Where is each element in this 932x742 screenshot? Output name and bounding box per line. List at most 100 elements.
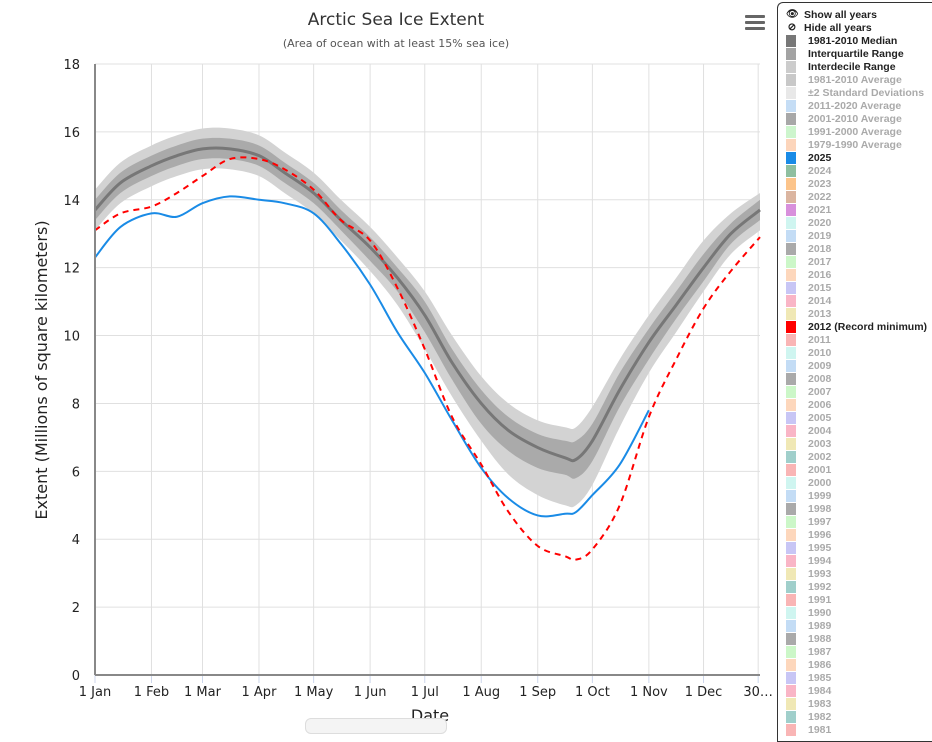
legend-item[interactable]: 1985 <box>778 671 932 684</box>
scroll-handle[interactable] <box>305 718 447 734</box>
legend-swatch <box>786 476 796 489</box>
legend-label: 2020 <box>808 216 832 229</box>
legend-item[interactable]: 1991 <box>778 593 932 606</box>
legend-item[interactable]: 2003 <box>778 437 932 450</box>
legend-item[interactable]: 1999 <box>778 489 932 502</box>
legend-label: Interquartile Range <box>808 47 904 60</box>
legend-label: 1985 <box>808 671 832 684</box>
legend-item[interactable]: 1995 <box>778 541 932 554</box>
legend-item[interactable]: 2021 <box>778 203 932 216</box>
x-tick-label: 1 Sep <box>519 685 556 700</box>
legend-label: 2011-2020 Average <box>808 99 902 112</box>
legend-item[interactable]: 1988 <box>778 632 932 645</box>
legend-swatch <box>786 229 796 242</box>
legend-item[interactable]: 1983 <box>778 697 932 710</box>
legend-label: 1999 <box>808 489 832 502</box>
legend-item[interactable]: 1984 <box>778 684 932 697</box>
legend-item[interactable]: 1986 <box>778 658 932 671</box>
legend-item[interactable]: 2018 <box>778 242 932 255</box>
legend-item[interactable]: 1987 <box>778 645 932 658</box>
legend-swatch <box>786 281 796 294</box>
hide-all-years-button[interactable]: ⊘ Hide all years <box>778 21 932 34</box>
legend-item[interactable]: Interquartile Range <box>778 47 932 60</box>
legend-item[interactable]: 2006 <box>778 398 932 411</box>
legend-label: 2019 <box>808 229 832 242</box>
legend-item[interactable]: Interdecile Range <box>778 60 932 73</box>
legend-item[interactable]: 2015 <box>778 281 932 294</box>
legend-item[interactable]: 1998 <box>778 502 932 515</box>
legend-swatch <box>786 619 796 632</box>
legend-item[interactable]: 2010 <box>778 346 932 359</box>
legend-item[interactable]: 1992 <box>778 580 932 593</box>
band-interquartile-range <box>95 137 760 479</box>
legend-label: 2010 <box>808 346 832 359</box>
x-tick-label: 30… <box>743 685 773 700</box>
legend-swatch <box>786 333 796 346</box>
show-all-years-button[interactable]: 👁 Show all years <box>778 8 932 21</box>
legend-swatch <box>786 268 796 281</box>
y-tick-label: 4 <box>72 533 80 548</box>
legend-item[interactable]: 1981 <box>778 723 932 736</box>
series-line-2012-record-minimum <box>94 156 761 561</box>
legend-swatch <box>786 424 796 437</box>
y-tick-label: 8 <box>72 397 80 412</box>
y-axis-label: Extent (Millions of square kilometers) <box>32 220 51 519</box>
legend-item[interactable]: 2019 <box>778 229 932 242</box>
legend-label: 1982 <box>808 710 832 723</box>
legend-item[interactable]: 2012 (Record minimum) <box>778 320 932 333</box>
legend-item[interactable]: 2024 <box>778 164 932 177</box>
y-tick-label: 16 <box>63 126 80 141</box>
legend-item[interactable]: 2017 <box>778 255 932 268</box>
legend-item[interactable]: 2005 <box>778 411 932 424</box>
legend-item[interactable]: 1979-1990 Average <box>778 138 932 151</box>
legend-item[interactable]: 1997 <box>778 515 932 528</box>
legend-swatch <box>786 307 796 320</box>
legend-item[interactable]: 1994 <box>778 554 932 567</box>
legend-label: 1996 <box>808 528 832 541</box>
series-line-2025 <box>94 195 650 518</box>
legend-item[interactable]: 2023 <box>778 177 932 190</box>
legend-swatch <box>786 255 796 268</box>
legend-item[interactable]: 2008 <box>778 372 932 385</box>
legend-item[interactable]: 1989 <box>778 619 932 632</box>
legend-item[interactable]: 1981-2010 Average <box>778 73 932 86</box>
legend-label: 1989 <box>808 619 832 632</box>
legend-label: 1981-2010 Median <box>808 34 898 47</box>
legend-item[interactable]: 1981-2010 Median <box>778 34 932 47</box>
legend-item[interactable]: 1990 <box>778 606 932 619</box>
legend-label: 1981-2010 Average <box>808 73 902 86</box>
legend-item[interactable]: 2016 <box>778 268 932 281</box>
y-tick-label: 6 <box>72 465 80 480</box>
legend-item[interactable]: 2001-2010 Average <box>778 112 932 125</box>
legend-item[interactable]: 2022 <box>778 190 932 203</box>
hamburger-menu-icon[interactable] <box>745 15 765 31</box>
legend-swatch <box>786 489 796 502</box>
legend-item[interactable]: 2007 <box>778 385 932 398</box>
legend-item[interactable]: 1993 <box>778 567 932 580</box>
legend-item[interactable]: 2009 <box>778 359 932 372</box>
legend-item[interactable]: 2004 <box>778 424 932 437</box>
legend-label: 2017 <box>808 255 832 268</box>
legend-label: 1984 <box>808 684 832 697</box>
legend-label: 2001-2010 Average <box>808 112 902 125</box>
legend-swatch <box>786 177 796 190</box>
legend-item[interactable]: 2002 <box>778 450 932 463</box>
legend-label: 2008 <box>808 372 832 385</box>
legend-item[interactable]: 2001 <box>778 463 932 476</box>
legend-item[interactable]: 1996 <box>778 528 932 541</box>
legend-item[interactable]: 2020 <box>778 216 932 229</box>
x-tick-label: 1 Nov <box>630 685 668 700</box>
legend-item[interactable]: ±2 Standard Deviations <box>778 86 932 99</box>
legend-item[interactable]: 1982 <box>778 710 932 723</box>
legend-item[interactable]: 2011 <box>778 333 932 346</box>
legend-item[interactable]: 2014 <box>778 294 932 307</box>
x-tick-label: 1 Jun <box>354 685 387 700</box>
legend-item[interactable]: 1991-2000 Average <box>778 125 932 138</box>
legend-item[interactable]: 2011-2020 Average <box>778 99 932 112</box>
legend-swatch <box>786 47 796 60</box>
x-axis-ticks: 1 Jan 1 Feb 1 Mar 1 Apr 1 May 1 Jun 1 Jul 1 Aug… <box>79 675 773 700</box>
legend-swatch <box>786 346 796 359</box>
legend-item[interactable]: 2013 <box>778 307 932 320</box>
legend-item[interactable]: 2025 <box>778 151 932 164</box>
legend-item[interactable]: 2000 <box>778 476 932 489</box>
